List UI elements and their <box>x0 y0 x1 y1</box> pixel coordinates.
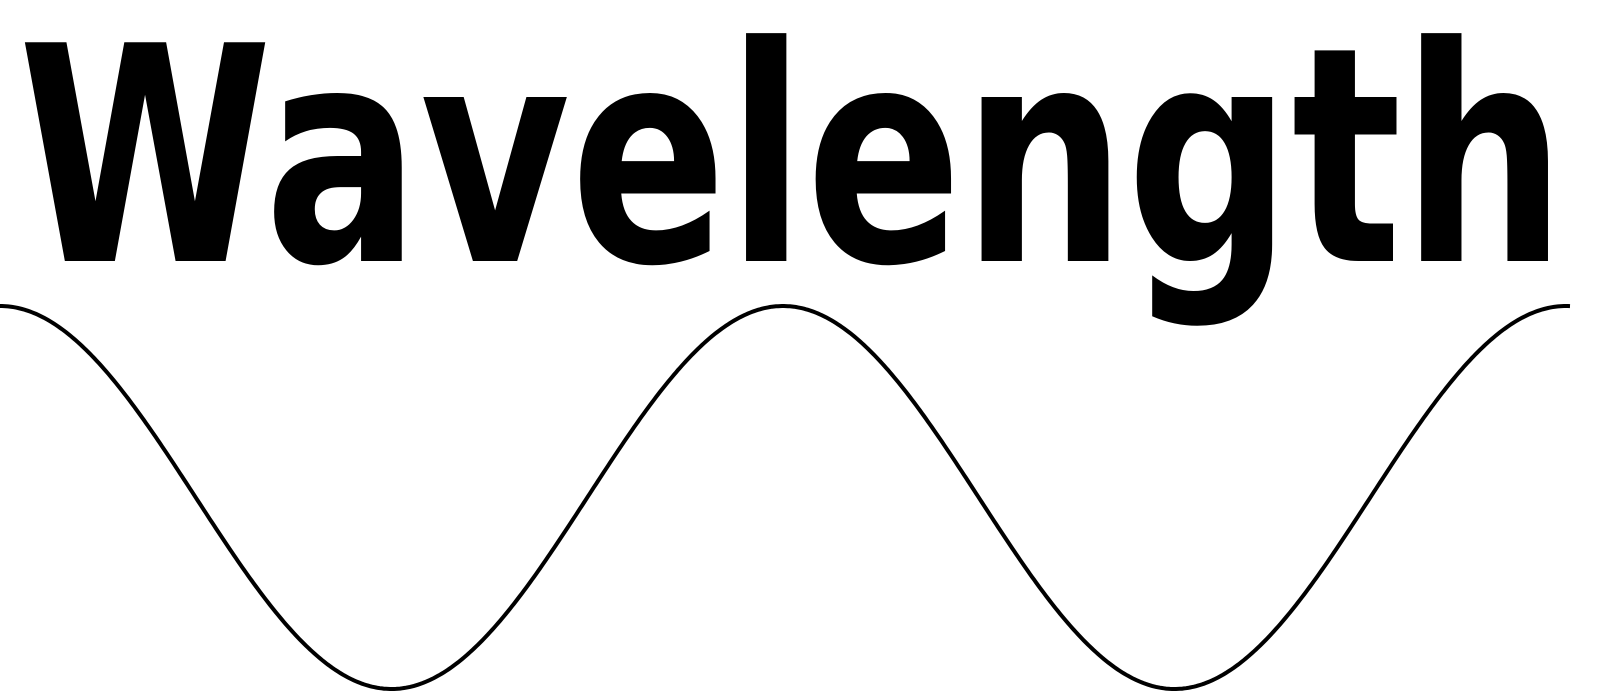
wave-line <box>0 304 1571 691</box>
wordmark-svg: Wavelength <box>18 0 1566 332</box>
wordmark-text: Wavelength <box>18 0 1566 332</box>
